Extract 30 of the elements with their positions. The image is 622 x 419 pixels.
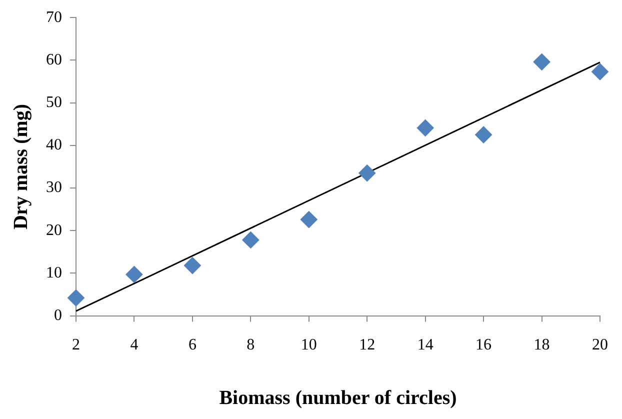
y-tick-label: 50 [46,94,62,112]
x-tick-label: 8 [246,336,255,354]
y-tick-label: 40 [46,136,62,154]
point [68,289,84,306]
x-tick-label: 10 [300,336,317,354]
x-tick-label: 20 [592,336,608,354]
x-tick-label: 18 [534,336,550,354]
y-tick-label: 20 [46,222,62,239]
x-tick-label: 2 [72,336,80,354]
y-tick-label: 70 [46,8,62,26]
point [242,231,260,248]
x-tick-label: 16 [476,336,492,354]
point [533,53,550,70]
point [126,266,143,283]
x-tick-label: 12 [359,336,376,354]
point [358,164,376,182]
y-tick-label: 0 [54,307,62,324]
point [592,63,608,80]
point [184,257,201,274]
y-axis-title: Dry mass (mg) [10,104,32,230]
y-tick-label: 30 [46,179,62,196]
y-tick-label: 60 [46,51,62,68]
x-tick-label: 6 [188,336,196,354]
x-tick-label: 4 [130,336,138,354]
point [416,119,434,136]
y-tick-label: 10 [46,264,62,282]
x-tick-label: 14 [417,336,434,354]
x-axis-title: Biomass (number of circles) [219,387,457,410]
point [475,126,492,144]
point [300,211,318,228]
